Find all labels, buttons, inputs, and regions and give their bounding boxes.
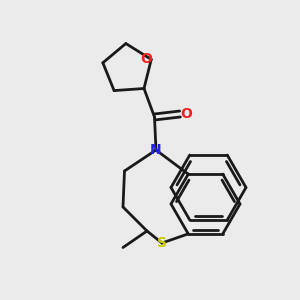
Text: O: O (181, 107, 193, 121)
Text: O: O (140, 52, 152, 66)
Text: S: S (157, 236, 167, 250)
Text: N: N (150, 143, 162, 157)
